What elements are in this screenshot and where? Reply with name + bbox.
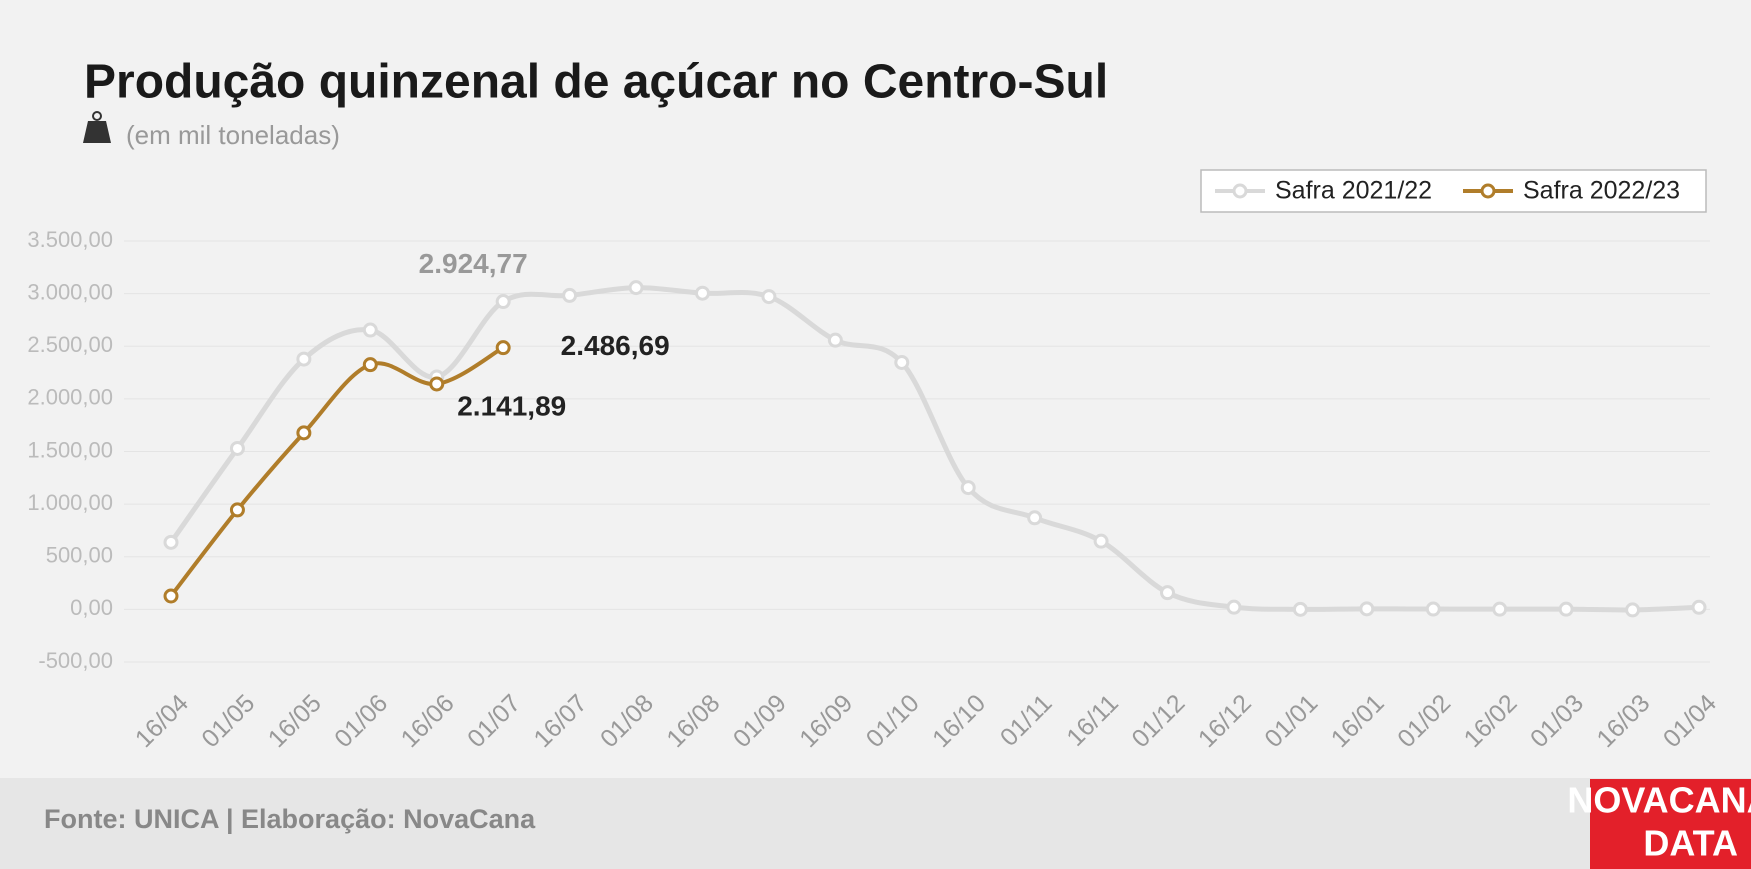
x-tick-label: 01/08 — [595, 689, 659, 753]
x-tick-label: 16/01 — [1326, 689, 1390, 753]
footer-band — [0, 778, 1751, 869]
x-tick-label: 16/04 — [130, 689, 194, 753]
series-line — [168, 285, 1700, 613]
x-tick-label: 01/09 — [728, 689, 792, 753]
x-tick-label: 16/07 — [528, 689, 592, 753]
x-tick-label: 16/02 — [1459, 689, 1523, 753]
value-label: 2.486,69 — [561, 330, 670, 361]
x-tick-label: 01/10 — [861, 689, 925, 753]
x-tick-label: 16/08 — [661, 689, 725, 753]
data-point — [362, 357, 378, 373]
data-point — [1160, 585, 1176, 601]
data-point — [761, 289, 777, 305]
y-tick-label: 0,00 — [70, 595, 113, 620]
data-point — [495, 294, 511, 310]
legend-marker — [1232, 183, 1248, 199]
y-tick-label: 1.500,00 — [27, 437, 113, 462]
data-point — [960, 480, 976, 496]
data-point — [1027, 510, 1043, 526]
data-point — [495, 340, 511, 356]
logo-box — [1590, 779, 1751, 869]
legend-marker — [1480, 183, 1496, 199]
chart-subtitle: (em mil toneladas) — [126, 120, 340, 150]
logo-text: NOVACANA — [1567, 780, 1751, 821]
x-tick-label: 16/12 — [1193, 689, 1257, 753]
data-point — [1226, 599, 1242, 615]
x-tick-label: 01/02 — [1392, 689, 1456, 753]
legend-label: Safra 2021/22 — [1275, 177, 1432, 205]
data-point — [1625, 602, 1641, 618]
y-tick-label: 3.000,00 — [27, 279, 113, 304]
y-tick-label: 3.500,00 — [27, 227, 113, 252]
logo-text: DATA — [1643, 823, 1738, 864]
data-point — [296, 425, 312, 441]
data-point — [229, 502, 245, 518]
value-label: 2.924,77 — [419, 248, 528, 279]
legend-label: Safra 2022/23 — [1523, 177, 1680, 205]
x-tick-label: 01/05 — [196, 689, 260, 753]
x-tick-label: 01/04 — [1658, 689, 1722, 753]
data-point — [827, 332, 843, 348]
source: Fonte: UNICA | Elaboração: NovaCana — [44, 804, 536, 834]
data-point — [1093, 533, 1109, 549]
data-point — [163, 534, 179, 550]
data-point — [1691, 599, 1707, 615]
data-point — [1492, 601, 1508, 617]
data-point — [562, 287, 578, 303]
x-tick-label: 16/05 — [263, 689, 327, 753]
x-tick-label: 16/11 — [1061, 689, 1124, 752]
y-tick-label: 2.000,00 — [27, 385, 113, 410]
x-tick-label: 01/11 — [995, 689, 1058, 752]
y-tick-label: 1.000,00 — [27, 490, 113, 515]
chart-title: Produção quinzenal de açúcar no Centro-S… — [84, 56, 1108, 109]
data-point — [296, 351, 312, 367]
x-tick-label: 01/01 — [1259, 689, 1323, 753]
weight-icon — [83, 111, 111, 143]
data-point — [362, 322, 378, 338]
x-tick-label: 01/03 — [1525, 689, 1589, 753]
data-point — [163, 588, 179, 604]
data-point — [1425, 601, 1441, 617]
data-point — [1558, 601, 1574, 617]
value-label: 2.141,89 — [457, 390, 566, 421]
y-tick-label: 500,00 — [46, 543, 113, 568]
data-point — [694, 285, 710, 301]
data-point — [1359, 601, 1375, 617]
x-tick-label: 01/12 — [1126, 689, 1190, 753]
legend-box — [1200, 169, 1707, 213]
x-tick-label: 16/10 — [927, 689, 991, 753]
data-point — [894, 354, 910, 370]
y-tick-label: 2.500,00 — [27, 332, 113, 357]
x-tick-label: 16/09 — [794, 689, 858, 753]
x-tick-label: 01/07 — [462, 689, 526, 753]
x-tick-label: 01/06 — [329, 689, 393, 753]
data-point — [628, 280, 644, 296]
x-tick-label: 16/06 — [396, 689, 460, 753]
data-point — [429, 376, 445, 392]
x-tick-label: 16/03 — [1591, 689, 1655, 753]
data-point — [229, 440, 245, 456]
data-point — [1292, 601, 1308, 617]
y-tick-label: -500,00 — [38, 648, 113, 673]
